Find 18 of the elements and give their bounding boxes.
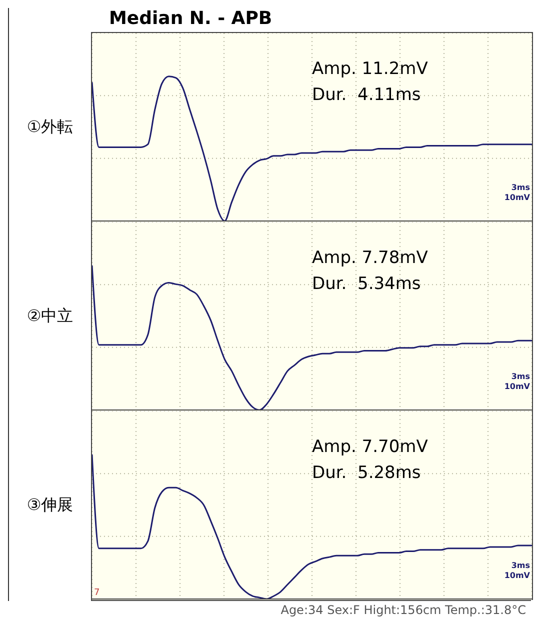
y-axis-title: ①外転 (26, 116, 74, 138)
annotation: 7 (94, 588, 100, 598)
annotation: Dur. 5.28ms (312, 463, 421, 483)
annotation: Dur. 4.11ms (312, 85, 421, 105)
annotation: Amp. 11.2mV (312, 59, 428, 79)
chart-title: Median N. - APB (108, 8, 274, 31)
annotation: 10mV (504, 571, 530, 580)
annotation: 3ms (511, 372, 530, 381)
annotation: 10mV (504, 382, 530, 391)
text: Age:34 Sex:F Hight:156cm Temp.:31.8°C (280, 603, 526, 617)
annotation: 3ms (511, 183, 530, 192)
annotation: 3ms (511, 561, 530, 570)
annotation: Amp. 7.78mV (312, 248, 428, 268)
y-axis-title: ③伸展 (26, 495, 74, 516)
annotation: Dur. 5.34ms (312, 274, 421, 294)
annotation: Amp. 7.70mV (312, 437, 428, 457)
y-axis-title: ②中立 (26, 306, 74, 327)
annotation: 10mV (504, 193, 530, 202)
